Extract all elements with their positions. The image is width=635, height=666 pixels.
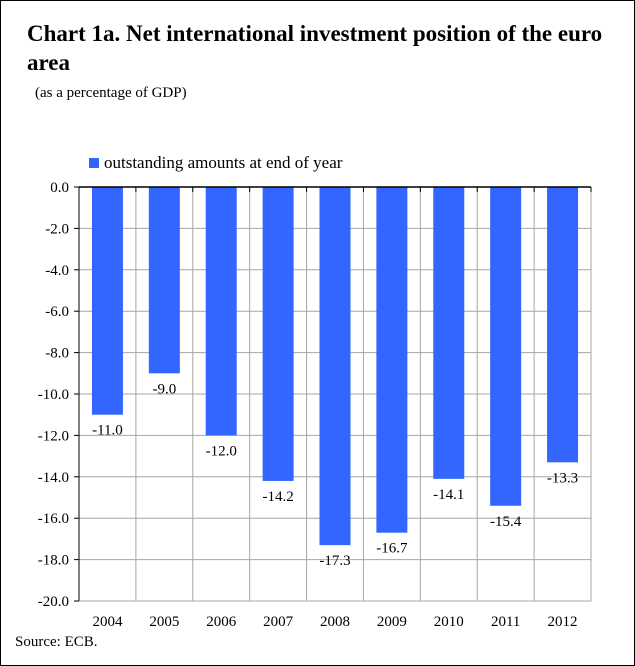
x-tick-label: 2004: [92, 614, 123, 630]
bar-2006: [205, 187, 237, 436]
x-tick-label: 2010: [434, 614, 464, 630]
y-tick-label: 0.0: [50, 180, 69, 196]
data-label: -17.3: [319, 553, 350, 569]
y-tick-label: -8.0: [45, 346, 69, 362]
data-label: -9.0: [152, 381, 176, 397]
data-label: -13.3: [547, 470, 578, 486]
source-note: Source: ECB.: [15, 634, 98, 650]
data-label: -14.2: [262, 489, 293, 505]
x-tick-label: 2005: [149, 614, 179, 630]
data-label: -15.4: [490, 514, 522, 530]
x-tick-label: 2011: [491, 614, 520, 630]
y-tick-label: -18.0: [38, 553, 69, 569]
data-label: -14.1: [433, 487, 464, 503]
legend: outstanding amounts at end of year: [89, 153, 342, 173]
bar-2011: [490, 187, 522, 506]
legend-label: outstanding amounts at end of year: [104, 153, 343, 172]
y-tick-label: -12.0: [38, 428, 69, 444]
y-tick-label: -4.0: [45, 263, 69, 279]
x-tick-label: 2009: [377, 614, 407, 630]
y-tick-label: -20.0: [38, 594, 69, 610]
chart-subtitle: (as a percentage of GDP): [35, 85, 187, 101]
x-tick-label: 2008: [320, 614, 350, 630]
x-tick-label: 2006: [206, 614, 237, 630]
data-label: -12.0: [206, 443, 237, 459]
bar-2008: [319, 187, 351, 546]
bar-2005: [148, 187, 180, 374]
y-tick-label: -2.0: [45, 221, 69, 237]
bar-2009: [376, 187, 408, 533]
x-tick-label: 2007: [263, 614, 294, 630]
bar-2007: [262, 187, 294, 481]
bar-2010: [433, 187, 465, 479]
y-tick-label: -16.0: [38, 511, 69, 527]
data-label: -16.7: [376, 541, 408, 557]
y-tick-label: -10.0: [38, 387, 69, 403]
data-label: -11.0: [92, 423, 123, 439]
bar-2004: [91, 187, 123, 415]
bar-2012: [547, 187, 579, 463]
legend-swatch: [89, 158, 99, 168]
y-tick-label: -14.0: [38, 470, 69, 486]
y-tick-label: -6.0: [45, 304, 69, 320]
x-tick-label: 2012: [548, 614, 578, 630]
chart-title: Chart 1a. Net international investment p…: [27, 21, 603, 75]
